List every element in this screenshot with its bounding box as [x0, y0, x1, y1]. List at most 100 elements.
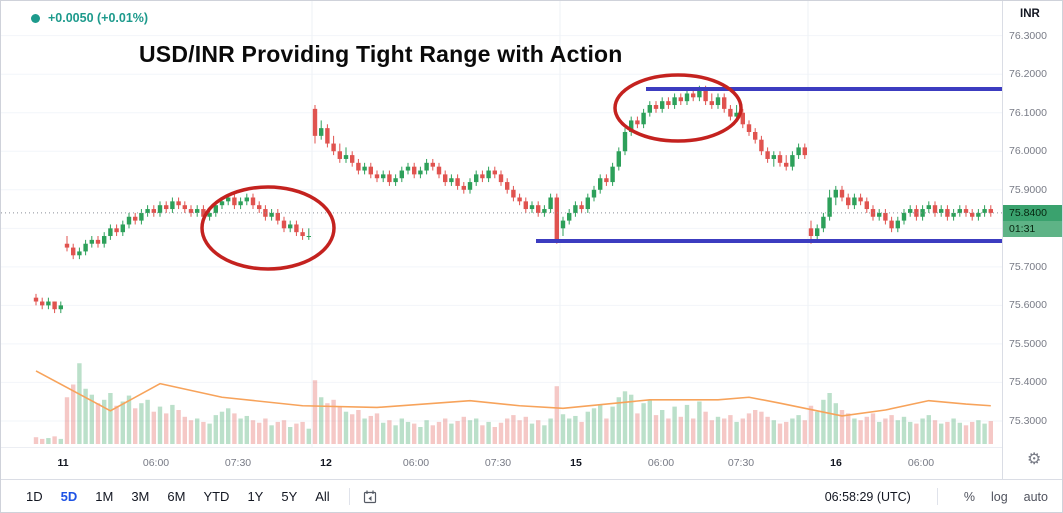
candle-body — [195, 209, 200, 213]
candle-body — [64, 243, 70, 248]
volume-bar — [387, 420, 392, 444]
volume-bar — [591, 408, 597, 444]
volume-bar — [102, 399, 107, 444]
scale-button-log[interactable]: log — [990, 489, 1008, 504]
volume-bar — [486, 421, 491, 444]
volume-bar — [337, 406, 342, 444]
support-resistance-line[interactable] — [536, 239, 1002, 243]
highlight-ellipse[interactable] — [613, 73, 743, 143]
volume-bar — [567, 418, 572, 444]
scale-button-percent[interactable]: % — [963, 489, 975, 504]
volume-bar — [722, 418, 727, 444]
range-button-ytd[interactable]: YTD — [203, 489, 230, 504]
volume-bar — [33, 437, 39, 444]
range-button-all[interactable]: All — [315, 489, 330, 504]
clock-display[interactable]: 06:58:29 (UTC) — [824, 489, 911, 504]
volume-bar — [622, 391, 628, 444]
candle-body — [697, 89, 702, 98]
volume-bar — [40, 438, 45, 444]
volume-bar — [133, 408, 138, 444]
candle-body — [114, 228, 119, 233]
chart-annotation-title[interactable]: USD/INR Providing Tight Range with Actio… — [139, 41, 623, 67]
volume-bar — [982, 423, 987, 444]
candle-body — [666, 101, 671, 106]
volume-bar — [430, 425, 435, 444]
candle-body — [331, 143, 336, 152]
volume-bar — [988, 421, 993, 444]
settings-gear-icon[interactable]: ⚙ — [1027, 451, 1042, 468]
support-resistance-line[interactable] — [646, 87, 1002, 91]
candle-body — [579, 205, 584, 210]
candle-body — [610, 166, 615, 183]
volume-bar — [405, 421, 411, 444]
toolbar-divider — [348, 488, 350, 505]
volume-bar — [771, 420, 776, 444]
candle-body — [926, 205, 931, 210]
candle-body — [523, 201, 528, 210]
candle-body — [461, 185, 466, 190]
candle-body — [449, 178, 454, 183]
candle-body — [164, 205, 169, 210]
volume-bar — [536, 420, 541, 444]
range-button-5d[interactable]: 5D — [60, 489, 78, 504]
volume-bar — [201, 421, 206, 444]
volume-bar — [95, 403, 101, 444]
chart-canvas[interactable] — [1, 1, 1002, 447]
volume-bar — [424, 420, 429, 444]
volume-bar — [71, 384, 76, 444]
volume-bar — [523, 416, 528, 444]
candle-body — [815, 228, 820, 237]
volume-bar — [467, 420, 473, 444]
volume-bar — [170, 404, 175, 444]
candle-body — [604, 178, 609, 183]
volume-bar — [920, 418, 925, 444]
candle-body — [436, 166, 442, 175]
price-tick-label: 76.0000 — [1009, 145, 1047, 158]
candle-body — [244, 197, 249, 202]
time-axis[interactable]: 11 06:00 07:30 12 06:00 07:30 15 06:00 07:30 16 06… — [1, 447, 1002, 480]
candle-body — [777, 155, 783, 163]
scale-button-auto[interactable]: auto — [1023, 489, 1048, 504]
volume-bar — [864, 416, 869, 444]
volume-bar — [883, 418, 888, 444]
candle-body — [945, 209, 950, 217]
candle-body — [418, 170, 423, 175]
volume-bar — [219, 411, 225, 444]
candle-body — [759, 139, 764, 152]
candle-body — [145, 209, 150, 213]
price-change-text: +0.0050 (+0.01%) — [48, 11, 149, 25]
candle-body — [560, 220, 566, 229]
volume-bar — [914, 423, 919, 444]
volume-bar — [734, 421, 739, 444]
range-button-1y[interactable]: 1Y — [247, 489, 264, 504]
candle-body — [908, 209, 913, 213]
chart-pane[interactable]: +0.0050 (+0.01%) USD/INR Providing Tight… — [1, 1, 1002, 447]
volume-bar — [672, 406, 677, 444]
volume-bar — [498, 422, 504, 444]
volume-bar — [932, 420, 938, 444]
go-to-date-icon[interactable] — [362, 489, 379, 505]
candle-body — [213, 205, 218, 213]
range-button-1d[interactable]: 1D — [26, 489, 43, 504]
range-button-3m[interactable]: 3M — [131, 489, 150, 504]
volume-bar — [58, 438, 63, 444]
volume-bar — [709, 420, 714, 444]
candle-body — [635, 120, 640, 125]
range-button-5y[interactable]: 5Y — [281, 489, 298, 504]
price-tick-label: 75.7000 — [1009, 260, 1047, 273]
candle-body — [139, 212, 144, 221]
volume-bar — [319, 397, 324, 444]
price-axis[interactable]: INR 75.8400 01:31 ⚙ 76.3000 76.2000 76.100… — [1002, 1, 1062, 479]
candle-body — [288, 224, 293, 229]
time-tick-label: 12 — [320, 457, 332, 469]
candle-body — [120, 224, 125, 233]
candle-body — [709, 101, 714, 106]
range-button-6m[interactable]: 6M — [167, 489, 186, 504]
volume-bar — [83, 388, 88, 444]
candle-body — [269, 212, 274, 217]
candle-body — [864, 201, 869, 210]
volume-bar — [945, 421, 950, 444]
range-button-1m[interactable]: 1M — [95, 489, 114, 504]
highlight-ellipse[interactable] — [200, 185, 336, 271]
candle-body — [95, 239, 101, 244]
